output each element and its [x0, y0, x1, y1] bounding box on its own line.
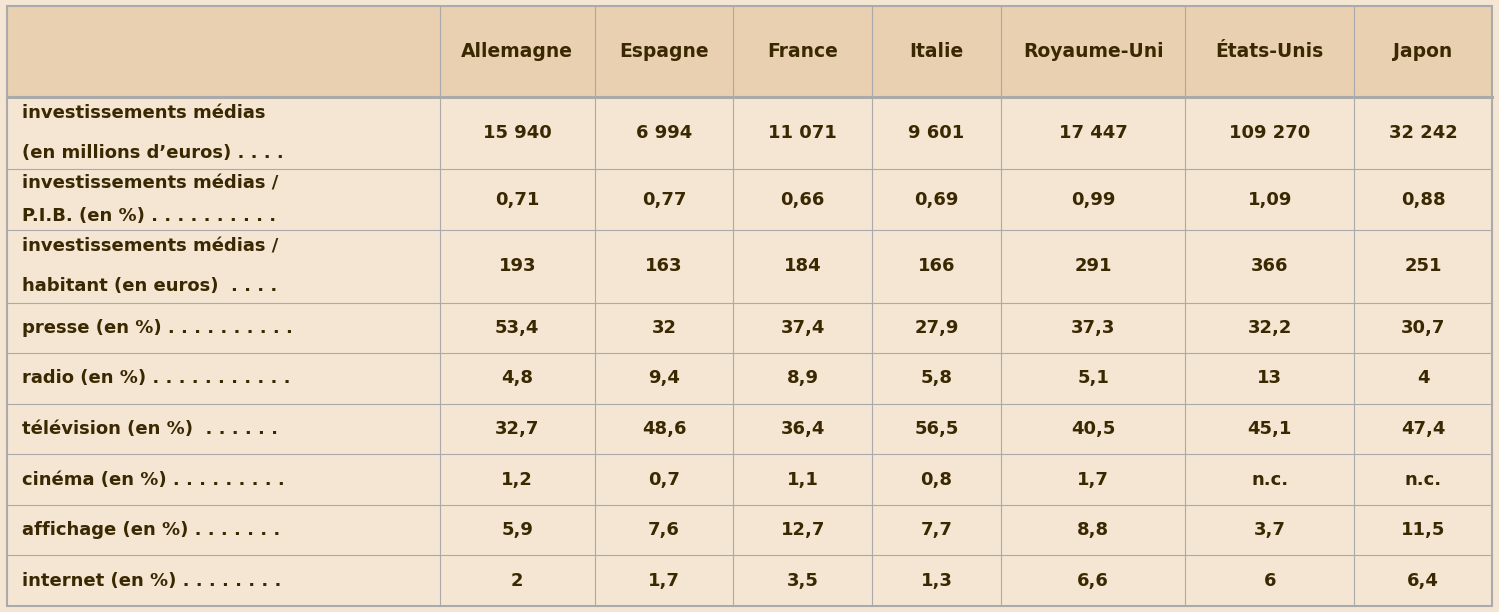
Text: 5,1: 5,1 — [1078, 370, 1109, 387]
Text: 6,6: 6,6 — [1078, 572, 1109, 589]
Text: Royaume-Uni: Royaume-Uni — [1022, 42, 1163, 61]
Text: 1,2: 1,2 — [501, 471, 534, 488]
Text: 163: 163 — [645, 257, 682, 275]
Text: habitant (en euros)  . . . .: habitant (en euros) . . . . — [22, 277, 277, 295]
Text: n.c.: n.c. — [1252, 471, 1288, 488]
Text: 1,3: 1,3 — [920, 572, 952, 589]
Text: 4,8: 4,8 — [501, 370, 534, 387]
Text: 36,4: 36,4 — [781, 420, 824, 438]
Text: 7,6: 7,6 — [648, 521, 681, 539]
Text: 45,1: 45,1 — [1247, 420, 1292, 438]
Text: P.I.B. (en %) . . . . . . . . . .: P.I.B. (en %) . . . . . . . . . . — [22, 207, 277, 225]
Text: 6: 6 — [1264, 572, 1276, 589]
Text: 8,9: 8,9 — [787, 370, 818, 387]
Text: 0,69: 0,69 — [914, 191, 959, 209]
Text: 27,9: 27,9 — [914, 319, 959, 337]
Text: 0,77: 0,77 — [642, 191, 687, 209]
Text: Espagne: Espagne — [619, 42, 709, 61]
Text: 3,5: 3,5 — [787, 572, 818, 589]
Text: 1,1: 1,1 — [787, 471, 818, 488]
Text: 184: 184 — [784, 257, 821, 275]
Text: 37,3: 37,3 — [1070, 319, 1115, 337]
Text: 291: 291 — [1075, 257, 1112, 275]
Text: 7,7: 7,7 — [920, 521, 952, 539]
Text: presse (en %) . . . . . . . . . .: presse (en %) . . . . . . . . . . — [22, 319, 294, 337]
Text: 4: 4 — [1417, 370, 1429, 387]
Text: 9 601: 9 601 — [908, 124, 965, 142]
Text: 3,7: 3,7 — [1253, 521, 1286, 539]
Text: 11,5: 11,5 — [1400, 521, 1445, 539]
Text: 5,8: 5,8 — [920, 370, 952, 387]
Text: radio (en %) . . . . . . . . . . .: radio (en %) . . . . . . . . . . . — [22, 370, 291, 387]
Text: 48,6: 48,6 — [642, 420, 687, 438]
Text: 5,9: 5,9 — [501, 521, 534, 539]
Text: 40,5: 40,5 — [1070, 420, 1115, 438]
Text: 6,4: 6,4 — [1408, 572, 1439, 589]
Text: États-Unis: États-Unis — [1216, 42, 1324, 61]
Text: 13: 13 — [1258, 370, 1282, 387]
Text: Japon: Japon — [1394, 42, 1453, 61]
Text: 11 071: 11 071 — [769, 124, 836, 142]
Bar — [7, 97, 1492, 606]
Text: 1,7: 1,7 — [648, 572, 681, 589]
Text: 15 940: 15 940 — [483, 124, 552, 142]
Text: investissements médias: investissements médias — [22, 105, 265, 122]
Text: 0,66: 0,66 — [781, 191, 824, 209]
Text: 109 270: 109 270 — [1229, 124, 1310, 142]
Text: Italie: Italie — [910, 42, 964, 61]
Text: 37,4: 37,4 — [781, 319, 824, 337]
Text: 32 242: 32 242 — [1388, 124, 1457, 142]
Text: France: France — [767, 42, 838, 61]
Text: 0,71: 0,71 — [495, 191, 540, 209]
Text: Allemagne: Allemagne — [462, 42, 573, 61]
Text: 56,5: 56,5 — [914, 420, 959, 438]
Text: investissements médias /: investissements médias / — [22, 174, 279, 192]
Text: 366: 366 — [1252, 257, 1289, 275]
Text: 12,7: 12,7 — [781, 521, 824, 539]
Text: n.c.: n.c. — [1405, 471, 1442, 488]
Text: télévision (en %)  . . . . . .: télévision (en %) . . . . . . — [22, 420, 279, 438]
Text: 193: 193 — [499, 257, 537, 275]
Text: 9,4: 9,4 — [648, 370, 681, 387]
Bar — [7, 6, 1492, 97]
Text: 53,4: 53,4 — [495, 319, 540, 337]
Text: 1,7: 1,7 — [1078, 471, 1109, 488]
Text: affichage (en %) . . . . . . .: affichage (en %) . . . . . . . — [22, 521, 280, 539]
Text: 47,4: 47,4 — [1400, 420, 1445, 438]
Text: cinéma (en %) . . . . . . . . .: cinéma (en %) . . . . . . . . . — [22, 471, 285, 488]
Text: 30,7: 30,7 — [1400, 319, 1445, 337]
Text: 0,7: 0,7 — [648, 471, 681, 488]
Text: 6 994: 6 994 — [636, 124, 693, 142]
Text: 32,7: 32,7 — [495, 420, 540, 438]
Text: 2: 2 — [511, 572, 523, 589]
Text: 166: 166 — [917, 257, 955, 275]
Text: 32,2: 32,2 — [1247, 319, 1292, 337]
Text: investissements médias /: investissements médias / — [22, 237, 279, 256]
Text: 32: 32 — [652, 319, 676, 337]
Text: 0,8: 0,8 — [920, 471, 952, 488]
Text: 1,09: 1,09 — [1247, 191, 1292, 209]
Text: (en millions d’euros) . . . .: (en millions d’euros) . . . . — [22, 144, 285, 162]
Text: 251: 251 — [1405, 257, 1442, 275]
Text: 17 447: 17 447 — [1058, 124, 1127, 142]
Text: 8,8: 8,8 — [1076, 521, 1109, 539]
Text: internet (en %) . . . . . . . .: internet (en %) . . . . . . . . — [22, 572, 282, 589]
Text: 0,88: 0,88 — [1400, 191, 1445, 209]
Text: 0,99: 0,99 — [1070, 191, 1115, 209]
